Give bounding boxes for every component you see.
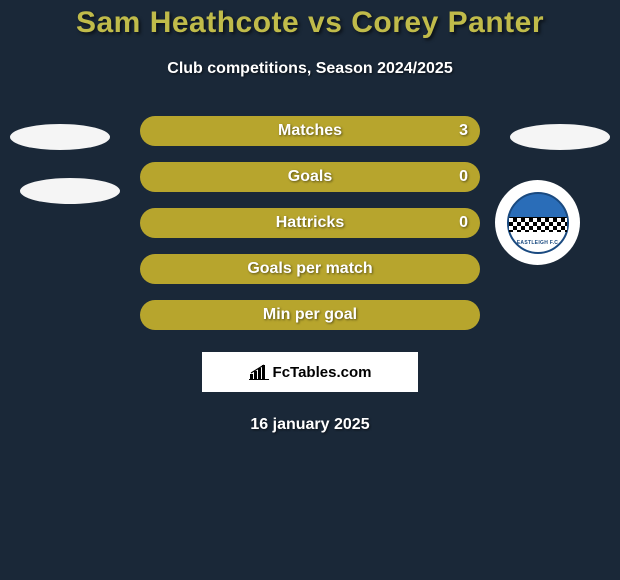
player-left-club-placeholder xyxy=(20,178,120,204)
player-right-avatar-placeholder xyxy=(510,124,610,150)
stat-bar-goals: Goals 0 xyxy=(140,162,480,192)
date-label: 16 january 2025 xyxy=(0,416,620,434)
stat-label: Matches xyxy=(278,122,342,140)
stat-label: Min per goal xyxy=(263,306,357,324)
page-title: Sam Heathcote vs Corey Panter xyxy=(0,6,620,40)
subtitle: Club competitions, Season 2024/2025 xyxy=(0,60,620,78)
stat-label: Goals per match xyxy=(247,260,372,278)
stat-bar-min-per-goal: Min per goal xyxy=(140,300,480,330)
stat-bar-goals-per-match: Goals per match xyxy=(140,254,480,284)
stat-value-right: 0 xyxy=(459,214,468,232)
stat-label: Goals xyxy=(288,168,332,186)
stat-bar-hattricks: Hattricks 0 xyxy=(140,208,480,238)
stat-value-right: 3 xyxy=(459,122,468,140)
brand-attribution[interactable]: FcTables.com xyxy=(202,352,418,392)
club-badge-right: EASTLEIGH F.C xyxy=(495,180,580,265)
stat-value-right: 0 xyxy=(459,168,468,186)
brand-name: FcTables.com xyxy=(273,364,372,381)
club-crest-icon: EASTLEIGH F.C xyxy=(507,192,569,254)
bar-chart-icon xyxy=(249,364,269,380)
crest-checker-pattern xyxy=(509,218,567,232)
stat-label: Hattricks xyxy=(276,214,344,232)
stat-bar-matches: Matches 3 xyxy=(140,116,480,146)
comparison-card: Sam Heathcote vs Corey Panter Club compe… xyxy=(0,0,620,434)
player-left-avatar-placeholder xyxy=(10,124,110,150)
crest-text: EASTLEIGH F.C xyxy=(517,240,558,246)
